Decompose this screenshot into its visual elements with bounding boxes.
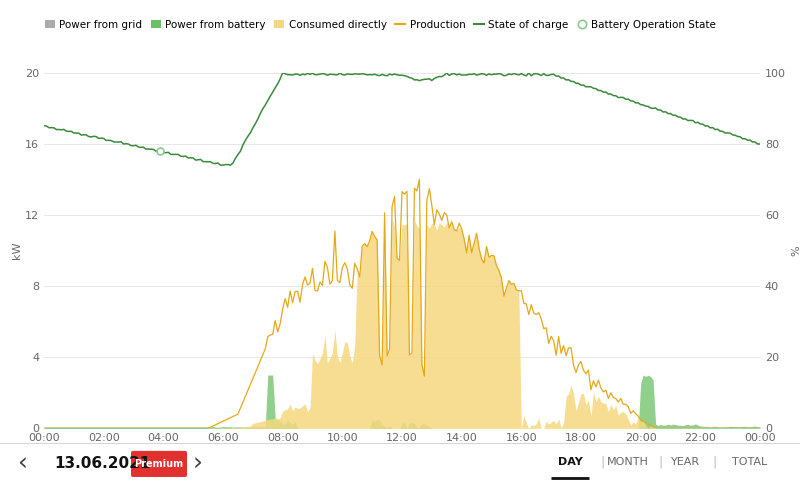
Text: 13.06.2021: 13.06.2021: [55, 456, 151, 471]
FancyBboxPatch shape: [131, 451, 187, 477]
Text: DAY: DAY: [558, 457, 582, 467]
Text: |: |: [601, 455, 605, 469]
Legend: Power from grid, Power from battery, Consumed directly, Production, State of cha: Power from grid, Power from battery, Con…: [41, 15, 721, 34]
Text: |: |: [659, 455, 663, 469]
Y-axis label: kW: kW: [12, 242, 22, 259]
Text: MONTH: MONTH: [607, 457, 649, 467]
Text: Premium: Premium: [134, 459, 183, 469]
Text: ‹: ‹: [17, 452, 27, 476]
Text: ›: ›: [193, 452, 203, 476]
Text: TOTAL: TOTAL: [732, 457, 768, 467]
Y-axis label: %: %: [791, 245, 800, 256]
Text: YEAR: YEAR: [671, 457, 701, 467]
Text: |: |: [713, 455, 717, 469]
